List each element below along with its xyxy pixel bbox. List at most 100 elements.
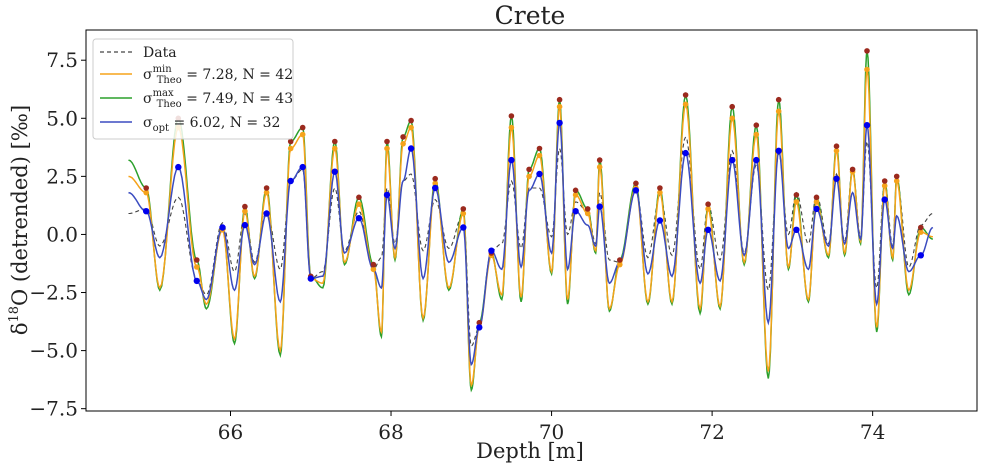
series-marker-1 <box>833 148 840 154</box>
series-marker-2 <box>194 257 200 263</box>
series-marker-1 <box>893 178 900 184</box>
series-marker-1 <box>332 145 338 152</box>
y-axis-label-rest: O (detrended) [‰] <box>8 105 32 306</box>
legend-label-theo-max: σmax Theo = 7.49, N = 43 <box>143 88 293 110</box>
y-tick-label: 0.0 <box>46 222 78 246</box>
series-marker-2 <box>332 138 338 145</box>
series-marker-2 <box>849 166 856 173</box>
series-marker-3 <box>476 324 483 331</box>
series-marker-3 <box>863 122 871 129</box>
series-marker-1 <box>596 164 603 170</box>
series-marker-3 <box>793 226 800 233</box>
series-marker-3 <box>263 210 270 217</box>
series-marker-2 <box>572 187 579 194</box>
y-tick-label: 5.0 <box>46 106 78 130</box>
series-marker-1 <box>729 115 735 122</box>
series-marker-2 <box>287 138 294 145</box>
series-marker-1 <box>356 201 362 207</box>
legend-item-opt: σopt = 6.02, N = 32 <box>100 115 280 134</box>
series-marker-1 <box>370 266 377 273</box>
series-marker-3 <box>432 184 439 192</box>
y-tick-label: −7.5 <box>29 397 78 421</box>
series-marker-3 <box>143 208 150 215</box>
x-tick-label: 74 <box>860 420 885 444</box>
series-marker-2 <box>893 173 900 180</box>
series-marker-3 <box>536 170 543 178</box>
series-marker-3 <box>753 156 760 164</box>
series-marker-3 <box>488 247 495 254</box>
plot-area <box>85 29 978 412</box>
x-tick-label: 66 <box>218 420 243 444</box>
series-marker-2 <box>408 117 414 124</box>
series-marker-1 <box>753 131 760 138</box>
series-marker-3 <box>355 215 363 222</box>
series-marker-1 <box>881 182 888 189</box>
series-marker-1 <box>299 131 306 138</box>
legend-label-theo-min: σmin Theo = 7.28, N = 42 <box>143 64 293 86</box>
series-marker-2 <box>526 166 532 173</box>
series-marker-1 <box>657 189 663 196</box>
series-layer <box>128 50 934 393</box>
series-marker-2 <box>813 194 820 201</box>
series-marker-2 <box>508 113 515 119</box>
legend-item-data: Data <box>100 45 177 61</box>
series-marker-2 <box>918 224 924 231</box>
series-marker-2 <box>881 178 888 184</box>
y-axis-label-sup: 18 <box>7 306 22 323</box>
series-marker-1 <box>526 173 532 180</box>
legend-box <box>92 38 294 140</box>
series-marker-2 <box>705 201 711 207</box>
series-marker-3 <box>508 156 515 164</box>
series-marker-2 <box>793 192 800 198</box>
series-marker-2 <box>299 124 306 131</box>
y-tick-label: 2.5 <box>46 164 78 188</box>
series-marker-3 <box>682 149 689 157</box>
series-marker-2 <box>753 122 760 128</box>
series-marker-3 <box>241 221 249 229</box>
series-marker-3 <box>596 203 603 210</box>
series-marker-3 <box>407 145 415 152</box>
series-marker-1 <box>775 108 782 115</box>
series-marker-1 <box>194 264 200 270</box>
legend-label-opt: σopt = 6.02, N = 32 <box>143 115 280 134</box>
series-marker-1 <box>617 261 623 268</box>
series-marker-1 <box>460 210 467 217</box>
series-marker-2 <box>775 96 782 103</box>
series-marker-3 <box>383 191 391 199</box>
legend-item-theo-min: σmin Theo = 7.28, N = 42 <box>100 64 293 86</box>
series-marker-3 <box>813 205 820 213</box>
series-marker-1 <box>384 145 390 152</box>
series-marker-2 <box>476 319 483 326</box>
series-marker-1 <box>705 206 711 212</box>
series-marker-1 <box>864 66 870 73</box>
series-marker-3 <box>331 168 338 175</box>
series-marker-2 <box>356 194 362 201</box>
x-tick-label: 70 <box>539 420 564 444</box>
series-marker-1 <box>263 189 270 196</box>
series-line-0 <box>128 135 934 347</box>
series-marker-2 <box>596 157 603 163</box>
series-marker-3 <box>219 224 226 231</box>
series-marker-3 <box>193 277 200 285</box>
series-marker-1 <box>918 229 924 235</box>
series-marker-2 <box>682 92 689 98</box>
series-marker-1 <box>432 180 439 187</box>
x-tick-label: 68 <box>378 420 403 444</box>
series-marker-3 <box>287 177 294 185</box>
y-tick-label: −5.0 <box>29 339 78 363</box>
series-marker-3 <box>881 196 888 203</box>
series-marker-2 <box>729 103 735 110</box>
series-marker-1 <box>813 199 820 205</box>
series-marker-1 <box>572 192 579 198</box>
series-marker-2 <box>263 185 270 191</box>
y-tick-label: −2.5 <box>29 281 78 305</box>
series-marker-1 <box>242 208 248 214</box>
series-marker-2 <box>460 206 467 212</box>
legend-label-data: Data <box>143 45 177 61</box>
series-marker-2 <box>657 185 663 191</box>
y-axis-label: δ18O (detrended) [‰] <box>7 105 32 335</box>
series-marker-2 <box>584 206 591 212</box>
series-marker-3 <box>917 252 924 259</box>
series-marker-3 <box>632 187 640 194</box>
